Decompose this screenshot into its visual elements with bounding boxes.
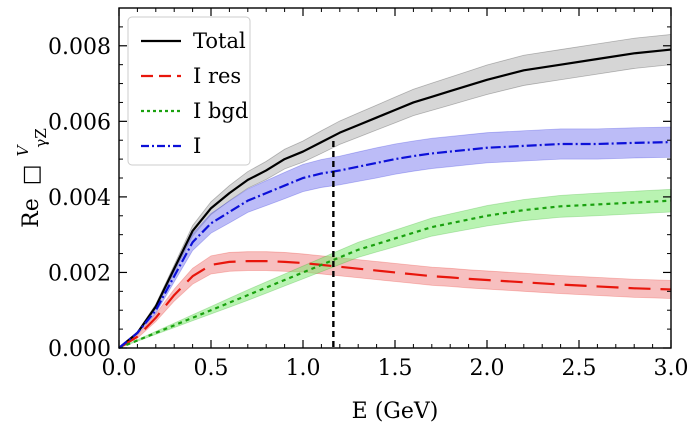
band-i-res	[118, 251, 672, 349]
legend-label-i-res: I res	[193, 64, 241, 88]
y-tick-label: 0.008	[48, 35, 111, 60]
legend-label-i: I	[193, 134, 201, 158]
y-axis-label-subscript: γZ	[32, 128, 50, 147]
legend-label-total: Total	[193, 29, 246, 53]
line-total	[118, 48, 672, 349]
y-axis-label-main: Re	[19, 198, 44, 228]
line-i-res	[118, 260, 672, 349]
x-tick-label: 2.0	[470, 356, 505, 381]
line-i-bgd	[118, 199, 672, 350]
y-tick-label: 0.002	[48, 261, 111, 286]
legend-label-i-bgd: I bgd	[193, 99, 248, 123]
x-tick-label: 2.5	[562, 356, 597, 381]
y-tick-label: 0.004	[48, 186, 111, 211]
line-i	[118, 141, 672, 349]
legend-box	[127, 16, 251, 166]
axis-ticks: 0.0 0.5 1.0 1.5 2.0 2.5 3.0 0.000 0.002 0.004 0.00…	[48, 8, 689, 381]
x-axis-label: E (GeV)	[352, 399, 439, 424]
uncertainty-bands	[118, 34, 672, 349]
x-tick-label: 3.0	[654, 356, 689, 381]
y-axis-label-superscript: V	[14, 143, 32, 156]
y-axis-label-symbol: □	[19, 164, 44, 185]
x-tick-label: 1.5	[378, 356, 413, 381]
y-tick-label: 0.000	[48, 337, 111, 362]
legend: Total I res I bgd I	[127, 16, 251, 166]
y-axis-label: Re □ V γZ	[9, 128, 50, 228]
series-lines	[118, 48, 672, 350]
x-tick-label: 0.0	[102, 356, 137, 381]
y-tick-label: 0.006	[48, 110, 111, 135]
x-tick-label: 0.5	[194, 356, 229, 381]
x-tick-label: 1.0	[286, 356, 321, 381]
